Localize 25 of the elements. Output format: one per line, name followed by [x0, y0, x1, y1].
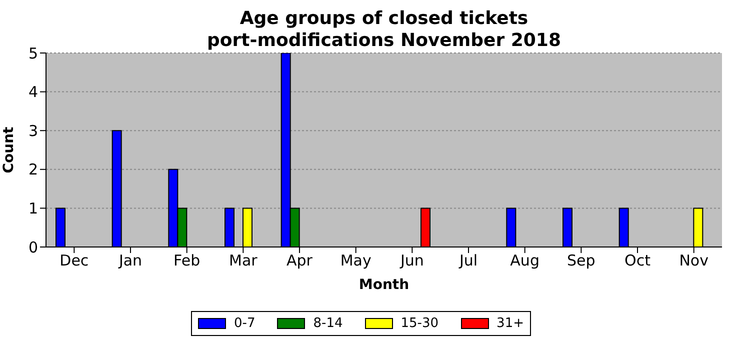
- x-tick-label: Jan: [118, 252, 142, 270]
- y-axis-title: Count: [0, 126, 17, 174]
- x-tick-label: Jun: [399, 252, 424, 270]
- y-tick-label: 5: [28, 44, 38, 62]
- legend-label: 0-7: [233, 316, 256, 331]
- x-tick-label: Jul: [458, 252, 478, 270]
- x-tick-label: Aug: [510, 252, 540, 270]
- x-tick-label: May: [340, 252, 372, 270]
- x-axis-title: Month: [358, 277, 410, 293]
- x-tick-label: Sep: [567, 252, 596, 270]
- x-tick-label: Apr: [286, 252, 314, 270]
- x-tick-label: Dec: [60, 252, 89, 270]
- x-tick-label: Feb: [174, 252, 200, 270]
- x-tick-label: Oct: [624, 252, 651, 270]
- y-tick-label: 3: [28, 122, 38, 140]
- y-tick-label: 1: [28, 200, 38, 218]
- y-tick-label: 2: [28, 160, 38, 179]
- y-tick-label: 4: [28, 83, 38, 102]
- x-tick-label: Nov: [679, 252, 709, 270]
- chart-title: Age groups of closed tickets port-modifications November 2018: [206, 8, 562, 52]
- legend-label: 8-14: [312, 316, 343, 331]
- legend-label: 15-30: [400, 316, 439, 331]
- y-tick-label: 0: [28, 238, 38, 256]
- legend-label: 31+: [496, 316, 524, 331]
- x-tick-label: Mar: [229, 252, 258, 270]
